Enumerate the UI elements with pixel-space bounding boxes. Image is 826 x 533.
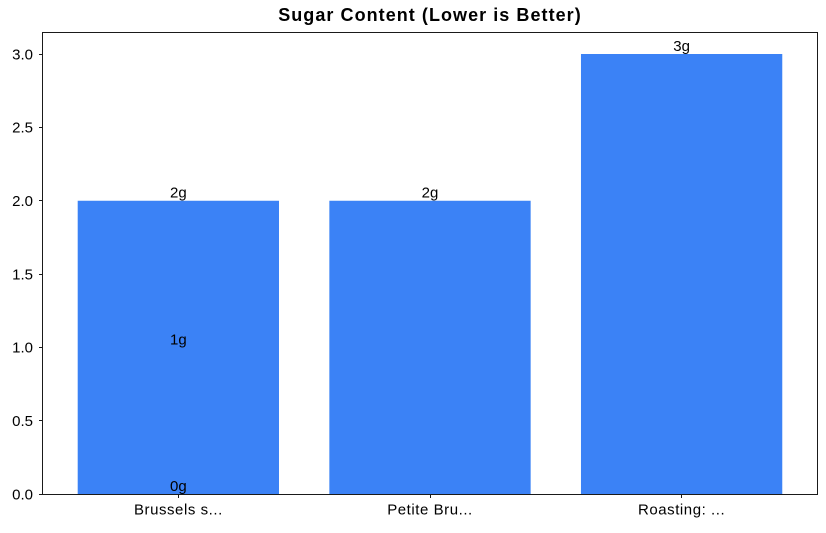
svg-text:1.0: 1.0 xyxy=(12,340,33,357)
svg-text:0.5: 0.5 xyxy=(12,413,33,430)
svg-text:2.0: 2.0 xyxy=(12,193,33,210)
svg-text:2g: 2g xyxy=(170,185,187,202)
svg-text:3.0: 3.0 xyxy=(12,46,33,63)
svg-text:1g: 1g xyxy=(170,331,187,348)
svg-text:3g: 3g xyxy=(673,38,690,55)
svg-text:0.0: 0.0 xyxy=(12,486,33,503)
svg-text:Sugar Content (Lower is Better: Sugar Content (Lower is Better) xyxy=(278,5,582,25)
svg-text:Brussels s...: Brussels s... xyxy=(134,502,223,519)
svg-text:2.5: 2.5 xyxy=(12,120,33,137)
svg-text:2g: 2g xyxy=(422,185,439,202)
svg-text:0g: 0g xyxy=(170,478,187,495)
svg-text:1.5: 1.5 xyxy=(12,266,33,283)
svg-text:Roasting: ...: Roasting: ... xyxy=(638,502,725,519)
svg-text:Petite Bru...: Petite Bru... xyxy=(387,502,473,519)
